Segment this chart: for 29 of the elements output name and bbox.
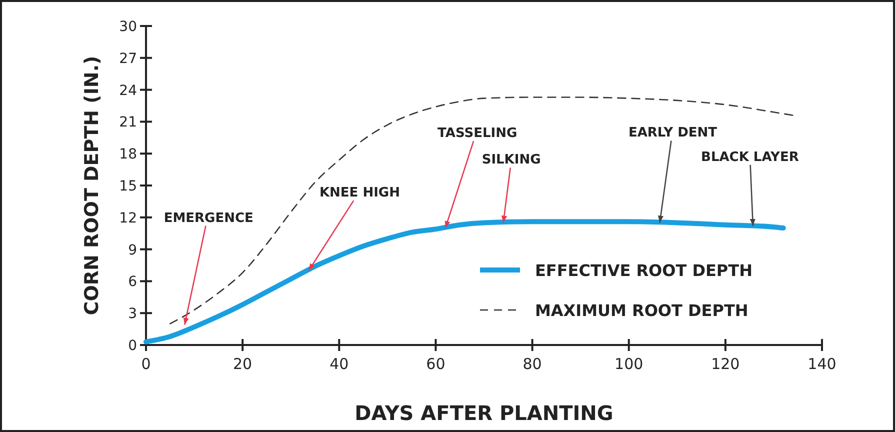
x-tick-label: 60 (426, 355, 446, 373)
annotation: EMERGENCE (164, 210, 254, 226)
legend-label: MAXIMUM ROOT DEPTH (535, 301, 748, 320)
x-tick-label: 100 (614, 355, 644, 373)
legend-label: EFFECTIVE ROOT DEPTH (535, 261, 752, 280)
annotation: BLACK LAYER (701, 150, 799, 165)
annotation: KNEE HIGH (319, 186, 400, 201)
y-tick-label: 24 (119, 82, 138, 99)
x-tick-label: 40 (330, 355, 349, 373)
x-axis-title: DAYS AFTER PLANTING (354, 401, 614, 425)
x-tick-label: 120 (711, 355, 740, 373)
y-tick-label: 21 (119, 114, 137, 131)
y-tick-label: 12 (119, 210, 137, 226)
annotation: TASSELING (438, 126, 518, 142)
x-tick-label: 0 (141, 355, 151, 373)
y-tick-label: 27 (119, 50, 137, 67)
y-tick-label: 6 (128, 274, 138, 290)
y-tick-label: 30 (119, 19, 137, 35)
y-tick-label: 0 (128, 338, 137, 354)
y-tick-label: 15 (119, 178, 137, 194)
y-tick-label: 3 (128, 306, 137, 322)
x-tick-label: 80 (522, 355, 542, 373)
annotation: SILKING (482, 152, 541, 168)
y-axis-title: CORN ROOT DEPTH (IN.) (81, 56, 103, 316)
y-tick-label: 9 (128, 242, 137, 258)
x-tick-label: 20 (233, 355, 252, 373)
annotation: EARLY DENT (628, 126, 718, 141)
x-tick-label: 140 (808, 355, 836, 373)
y-tick-label: 18 (119, 146, 137, 163)
